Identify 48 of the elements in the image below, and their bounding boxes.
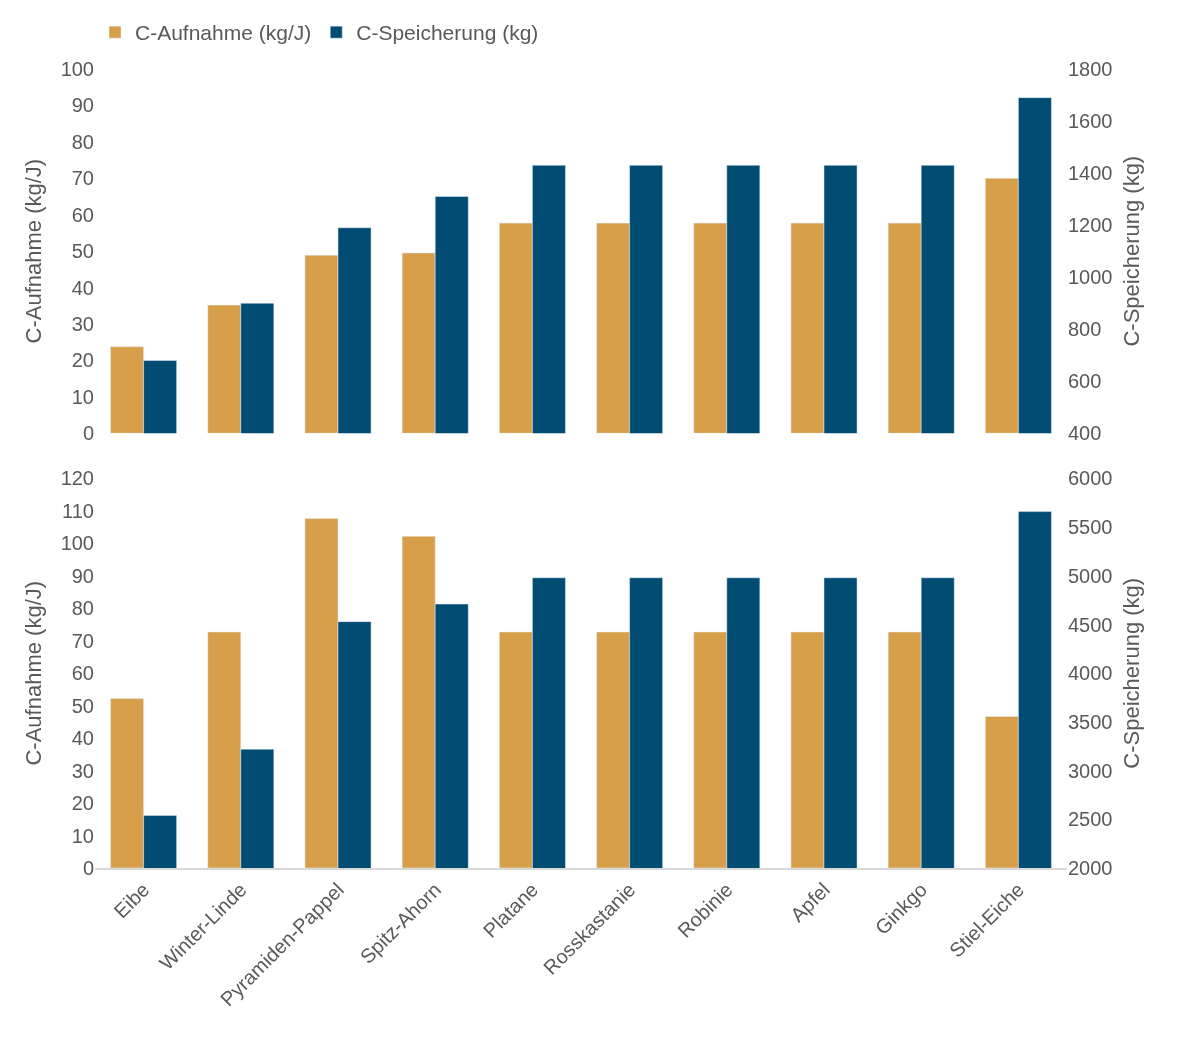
y-tick-label: 50: [71, 240, 94, 263]
y-tick-label: 0: [82, 422, 94, 445]
y2-tick-label: 2000: [1068, 857, 1113, 879]
y2-tick-label: 2500: [1068, 808, 1113, 831]
y2-axis-title: C-Speicherung (kg): [1119, 577, 1145, 769]
y-tick-label: 20: [71, 349, 94, 372]
y2-tick-label: 5000: [1068, 564, 1113, 587]
y2-tick-label: 600: [1068, 370, 1102, 393]
legend-label: C-Speicherung (kg): [356, 21, 539, 45]
y-tick-label: 90: [71, 94, 94, 117]
y-tick-label: 10: [71, 824, 94, 847]
y-axis-title: C-Aufnahme (kg/J): [21, 580, 47, 766]
y-tick-label: 50: [71, 694, 94, 717]
y-axis-title: C-Aufnahme (kg/J): [21, 158, 47, 344]
y-tick-label: 40: [71, 727, 94, 750]
y2-axis-title: C-Speicherung (kg): [1119, 155, 1145, 347]
y2-tick-label: 3500: [1068, 710, 1113, 733]
legend-label: C-Aufnahme (kg/J): [135, 21, 312, 45]
y-tick-label: 30: [71, 313, 94, 336]
y-tick-label: 60: [71, 203, 94, 226]
y2-tick-label: 800: [1068, 318, 1102, 341]
y-tick-label: 60: [71, 662, 94, 685]
y-tick-label: 70: [71, 167, 94, 190]
y2-tick-label: 1400: [1068, 162, 1113, 185]
y-tick-label: 20: [71, 792, 94, 815]
y-tick-label: 70: [71, 629, 94, 652]
y2-tick-label: 1600: [1068, 110, 1113, 133]
y2-tick-label: 1800: [1068, 58, 1113, 80]
y2-tick-label: 1200: [1068, 214, 1113, 237]
y2-tick-label: 5500: [1068, 516, 1113, 539]
y-tick-label: 120: [60, 467, 94, 490]
y2-tick-label: 400: [1068, 422, 1102, 445]
y-tick-label: 80: [71, 597, 94, 620]
y-tick-label: 90: [71, 564, 94, 587]
y-tick-label: 30: [71, 759, 94, 782]
y-tick-label: 40: [71, 276, 94, 299]
y2-tick-label: 4500: [1068, 613, 1113, 636]
y-tick-label: 100: [60, 532, 94, 555]
y-tick-label: 100: [60, 58, 94, 80]
y2-tick-label: 3000: [1068, 759, 1113, 782]
y2-tick-label: 1000: [1068, 266, 1113, 289]
y-tick-label: 10: [71, 385, 94, 408]
y2-tick-label: 4000: [1068, 662, 1113, 685]
y-tick-label: 0: [82, 857, 94, 879]
y-tick-label: 80: [71, 130, 94, 153]
x-tick-label: Eibe: [109, 878, 154, 923]
y-tick-label: 110: [62, 499, 94, 522]
y2-tick-label: 6000: [1068, 467, 1113, 490]
